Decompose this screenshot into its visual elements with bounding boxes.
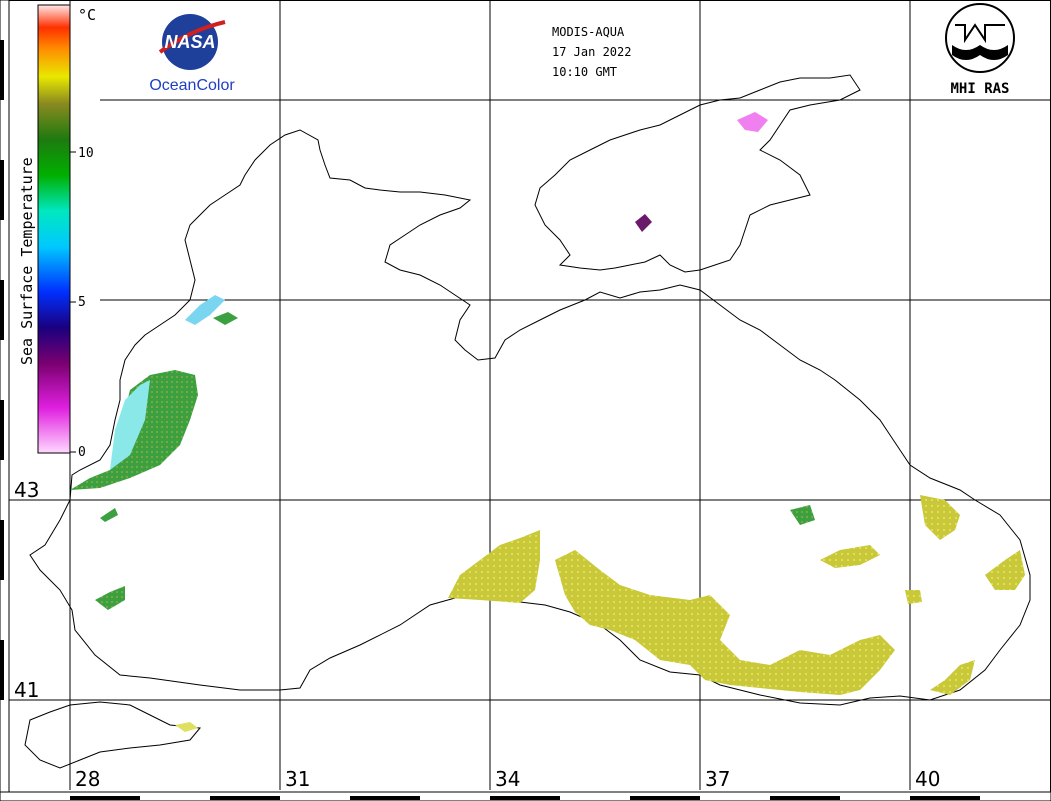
colorbar-gradient	[37, 4, 71, 454]
colorbar-tick-10: 10	[78, 146, 94, 161]
mhi-ras-text: MHI RAS	[950, 81, 1009, 97]
colorbar-tick-0: 0	[78, 445, 86, 460]
lat-tick-bar	[0, 0, 10, 793]
time-label: 10:10 GMT	[552, 65, 617, 79]
sst-patches	[70, 112, 1025, 732]
date-label: 17 Jan 2022	[552, 45, 631, 59]
lat-label-43: 43	[14, 478, 39, 502]
marmara-coastline	[24, 701, 201, 769]
lon-label-28: 28	[75, 767, 100, 791]
nasa-logo: NASA OceanColor	[149, 14, 235, 94]
colorbar-tick-5: 5	[78, 295, 86, 310]
colorbar: 0 5 10 °C Sea Surface Temperature	[18, 4, 96, 460]
colorbar-unit: °C	[78, 6, 96, 24]
oceancolor-logo-text: OceanColor	[149, 77, 235, 94]
nasa-logo-text: NASA	[164, 32, 215, 52]
sensor-label: MODIS-AQUA	[552, 25, 625, 39]
lon-tick-bar	[0, 791, 1051, 801]
lon-label-31: 31	[285, 767, 310, 791]
lon-label-37: 37	[705, 767, 730, 791]
black-sea-coastline	[29, 129, 1031, 706]
azov-coastline	[534, 74, 861, 273]
lat-label-41: 41	[14, 678, 39, 702]
mhi-ras-logo: MHI RAS	[945, 3, 1015, 97]
lon-label-34: 34	[495, 767, 520, 791]
colorbar-title: Sea Surface Temperature	[18, 157, 36, 365]
lon-label-40: 40	[915, 767, 940, 791]
